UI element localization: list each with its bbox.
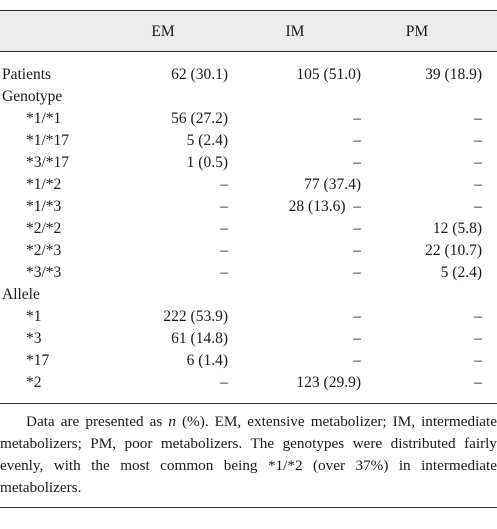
table-row: *1/*2 – 77 (37.4) – — [0, 174, 497, 196]
cell-em: 1 (0.5) — [186, 154, 228, 171]
cell-im: – — [353, 330, 361, 347]
header-row — [0, 11, 497, 51]
table-row: *3/*17 1 (0.5) – – — [0, 152, 497, 174]
row-label: *1/*1 — [26, 110, 62, 127]
cell-em: 6 (1.4) — [186, 352, 228, 369]
table-row: Genotype — [0, 86, 497, 108]
cell-im: 28 (13.6) – — [288, 198, 361, 215]
row-label: Genotype — [2, 88, 63, 105]
row-label: *1 — [26, 308, 42, 325]
table-row: *1/*3 – 28 (13.6) – – — [0, 196, 497, 218]
cell-im: – — [353, 154, 361, 171]
cell-im: – — [353, 264, 361, 281]
row-label: *2 — [26, 374, 42, 391]
row-label: *1/*17 — [26, 132, 70, 149]
cell-im: 123 (29.9) — [296, 374, 361, 391]
table-row: *2/*2 – – 12 (5.8) — [0, 218, 497, 240]
table-row: *17 6 (1.4) – – — [0, 350, 497, 372]
row-label: *3/*3 — [26, 264, 62, 281]
cell-em: – — [220, 242, 228, 259]
cell-pm: – — [474, 374, 482, 391]
table-row: *2/*3 – – 22 (10.7) — [0, 240, 497, 262]
table-row: *1/*1 56 (27.2) – – — [0, 108, 497, 130]
footnote-pre: Data are presented as — [26, 413, 169, 430]
row-label: *1/*2 — [26, 176, 62, 193]
cell-em: 5 (2.4) — [186, 132, 228, 149]
footnote-text: Data are presented as n (%). EM, extensi… — [0, 411, 497, 499]
cell-em: 62 (30.1) — [171, 66, 228, 83]
table-footnote: Data are presented as n (%). EM, extensi… — [0, 411, 497, 499]
cell-im: 105 (51.0) — [296, 66, 361, 83]
cell-em: – — [220, 374, 228, 391]
row-label: *1/*3 — [26, 198, 62, 215]
row-label: *2/*2 — [26, 220, 62, 237]
row-label: *17 — [26, 352, 50, 369]
cell-im: – — [353, 242, 361, 259]
cell-pm: 22 (10.7) — [425, 242, 482, 259]
cell-pm: – — [474, 132, 482, 149]
cell-im: – — [353, 132, 361, 149]
footnote-post: (%). EM, extensive metabolizer; IM, inte… — [0, 413, 497, 496]
row-label: *2/*3 — [26, 242, 62, 259]
table-row: *3 61 (14.8) – – — [0, 328, 497, 350]
bottom-rule — [0, 403, 497, 404]
row-label: *3/*17 — [26, 154, 70, 171]
column-header-em: EM — [151, 23, 175, 40]
end-rule — [0, 507, 497, 508]
row-label: *3 — [26, 330, 42, 347]
cell-pm: – — [474, 308, 482, 325]
cell-im: 77 (37.4) — [304, 176, 361, 193]
cell-pm: – — [474, 330, 482, 347]
table-row: *1/*17 5 (2.4) – – — [0, 130, 497, 152]
cell-em: 61 (14.8) — [171, 330, 228, 347]
cell-em: 56 (27.2) — [171, 110, 228, 127]
table-row: Allele — [0, 284, 497, 306]
table-row: Patients 62 (30.1) 105 (51.0) 39 (18.9) — [0, 64, 497, 86]
table-row: *2 – 123 (29.9) – — [0, 372, 497, 394]
cell-im: – — [353, 352, 361, 369]
column-header-im: IM — [285, 23, 305, 40]
cell-im: – — [353, 308, 361, 325]
cell-pm: – — [474, 176, 482, 193]
cell-pm: 5 (2.4) — [440, 264, 482, 281]
cell-em: – — [220, 264, 228, 281]
cell-pm: – — [474, 352, 482, 369]
header-rule — [0, 51, 497, 52]
cell-im: – — [353, 220, 361, 237]
footnote-n: n — [168, 413, 176, 430]
cell-pm: – — [474, 154, 482, 171]
table-row: *3/*3 – – 5 (2.4) — [0, 262, 497, 284]
row-label: Allele — [2, 286, 40, 303]
cell-em: 222 (53.9) — [163, 308, 228, 325]
column-header-pm: PM — [405, 23, 429, 40]
cell-pm: 39 (18.9) — [425, 66, 482, 83]
cell-pm: – — [474, 110, 482, 127]
row-label: Patients — [2, 66, 52, 83]
cell-em: – — [220, 220, 228, 237]
table-row: *1 222 (53.9) – – — [0, 306, 497, 328]
cell-em: – — [220, 198, 228, 215]
cell-im: – — [353, 110, 361, 127]
top-rule — [0, 10, 497, 11]
cell-pm: – — [474, 198, 482, 215]
cell-pm: 12 (5.8) — [432, 220, 482, 237]
cell-em: – — [220, 176, 228, 193]
